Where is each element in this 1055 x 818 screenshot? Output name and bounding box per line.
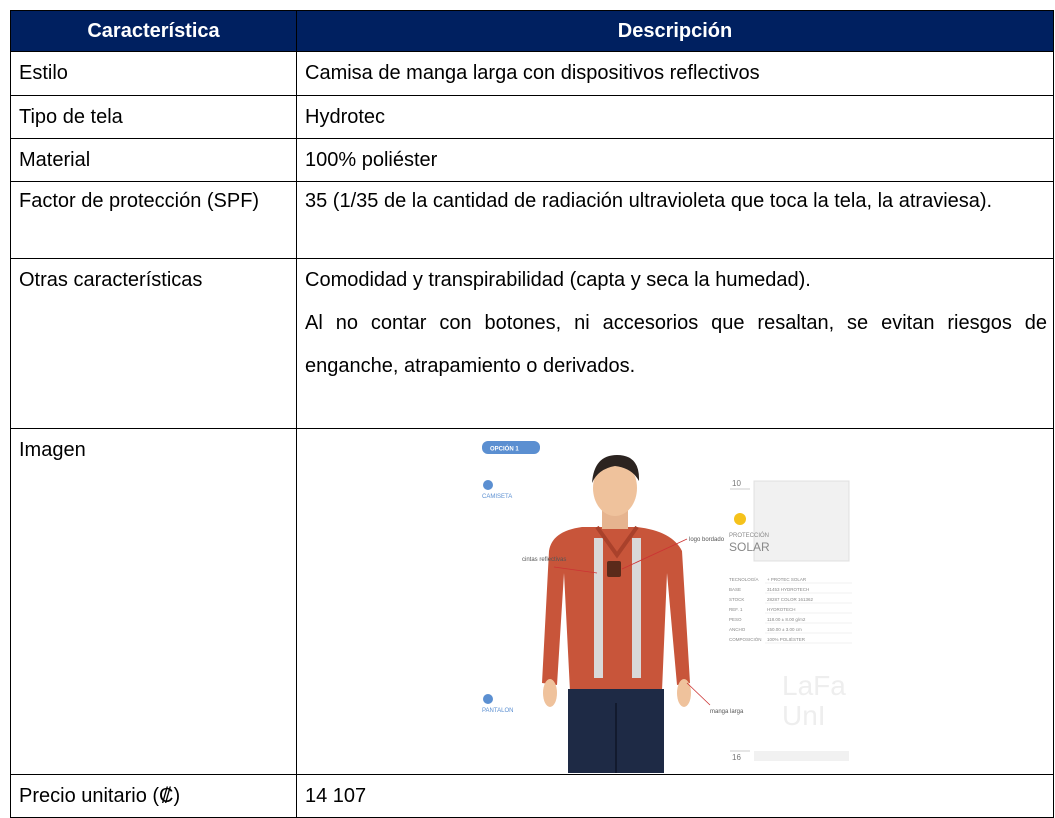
spec-value: 31453 HYDROTECH (767, 587, 809, 592)
spec-label: PESO (729, 617, 742, 622)
desc-cell: Camisa de manga larga con dispositivos r… (296, 51, 1054, 96)
label-cell: Tipo de tela (10, 95, 297, 139)
watermark: LaFa (782, 670, 846, 701)
swatch-number: 10 (732, 479, 741, 488)
badge: OPCIÓN 1 (490, 445, 519, 453)
spec-table: Característica Descripción Estilo Camisa… (10, 10, 1054, 818)
header-cell: Característica (10, 10, 297, 52)
desc-cell: 35 (1/35 de la cantidad de radiación ult… (296, 181, 1054, 259)
spec-value: 118.00 ± 8.00 g/m2 (767, 617, 806, 622)
spec-label: REF. 1 (729, 607, 743, 612)
row: Tipo de tela Hydrotec (10, 95, 1054, 139)
desc-cell: 14 107 (296, 774, 1054, 818)
label: manga larga (710, 709, 744, 715)
header-cell: Descripción (296, 10, 1054, 52)
label-cell: Material (10, 138, 297, 182)
spec-label: ANCHO (729, 627, 746, 632)
label: CAMISETA (482, 494, 512, 500)
image-cell: OPCIÓN 1 CAMISETA PANTALON cinta (296, 428, 1054, 775)
spec-list: TECNOLOGÍA + PROTEC SOLAR BASE 31453 HYDROT… (729, 576, 852, 644)
paragraph: Comodidad y transpirabilidad (capta y se… (305, 269, 811, 291)
product-image: OPCIÓN 1 CAMISETA PANTALON cinta (482, 433, 872, 773)
brand: SOLAR (729, 540, 770, 554)
row: Precio unitario (₡) 14 107 (10, 774, 1054, 818)
swatch-number: 16 (732, 753, 741, 762)
row: Material 100% poliéster (10, 138, 1054, 182)
row: Estilo Camisa de manga larga con disposi… (10, 51, 1054, 96)
paragraph: Al no contar con botones, ni accesorios … (305, 312, 1047, 377)
spec-label: BASE (729, 587, 741, 592)
desc-cell: Hydrotec (296, 95, 1054, 139)
spec-label: COMPOSICIÓN (729, 636, 762, 642)
row: Factor de protección (SPF) 35 (1/35 de l… (10, 181, 1054, 259)
label: logo bordado (689, 537, 725, 543)
watermark: UnI (782, 700, 826, 731)
spec-value: 100% POLIÉSTER (767, 636, 806, 642)
desc-cell: 100% poliéster (296, 138, 1054, 182)
row: Imagen OPCIÓN 1 CAMISETA PANTALON (10, 428, 1054, 775)
spec-value: HYDROTECH (767, 607, 796, 612)
spec-value: + PROTEC SOLAR (767, 577, 807, 582)
brand: PROTECCIÓN (729, 532, 769, 539)
row: Otras características Comodidad y transp… (10, 258, 1054, 429)
label: cintas reflectivas (522, 557, 566, 563)
spec-label: STOCK (729, 597, 744, 602)
spec-value: 28287 COLOR 161362 (767, 597, 814, 602)
header-row: Característica Descripción (10, 10, 1054, 52)
label-cell: Estilo (10, 51, 297, 96)
label: PANTALON (482, 708, 513, 714)
label-cell: Otras características (10, 258, 297, 429)
spec-value: 150.00 ± 3.00 cm (767, 627, 802, 632)
label-cell: Imagen (10, 428, 297, 775)
label-cell: Factor de protección (SPF) (10, 181, 297, 259)
desc-cell: Comodidad y transpirabilidad (capta y se… (296, 258, 1054, 429)
label-cell: Precio unitario (₡) (10, 774, 297, 818)
spec-label: TECNOLOGÍA (729, 576, 759, 582)
